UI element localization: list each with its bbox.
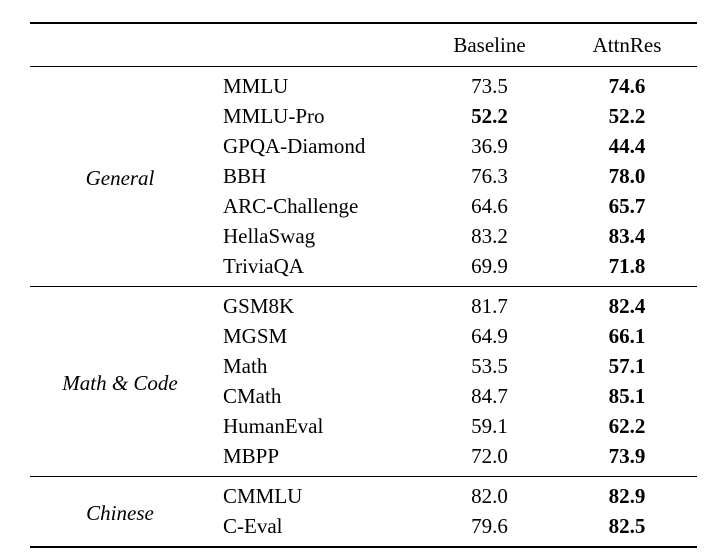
table-header: Baseline AttnRes — [30, 23, 697, 67]
attnres-value: 73.9 — [608, 443, 646, 468]
benchmark-name: HumanEval — [223, 413, 324, 438]
table-row: MMLU-Pro 52.2 52.2 — [30, 101, 697, 131]
table-row: TriviaQA 69.9 71.8 — [30, 251, 697, 287]
baseline-value: 73.5 — [471, 73, 508, 98]
category-label: General — [85, 166, 155, 190]
header-category — [30, 23, 210, 67]
attnres-value: 74.6 — [608, 73, 646, 98]
benchmark-results-table: Baseline AttnRes General MMLU 73.5 74.6 MMLU… — [30, 22, 697, 548]
table-row: HellaSwag 83.2 83.4 — [30, 221, 697, 251]
benchmark-name: HellaSwag — [223, 223, 316, 248]
header-row: Baseline AttnRes — [30, 23, 697, 67]
attnres-value: 82.4 — [557, 286, 697, 321]
header-attnres: AttnRes — [557, 23, 697, 67]
attnres-value: 71.8 — [608, 253, 646, 278]
attnres-value: 62.2 — [608, 413, 646, 438]
attnres-value: 52.2 — [608, 103, 646, 128]
baseline-value: 64.6 — [471, 193, 508, 218]
table-row: MGSM 64.9 66.1 — [30, 321, 697, 351]
table-row: C-Eval 79.6 82.5 — [30, 511, 697, 547]
baseline-value: 64.9 — [471, 323, 508, 348]
attnres-value: 57.1 — [608, 353, 646, 378]
category-label: Math & Code — [30, 286, 210, 477]
benchmark-name: C-Eval — [223, 513, 283, 538]
table-row: General MMLU 73.5 74.6 — [30, 67, 697, 191]
benchmark-name: CMMLU — [210, 476, 422, 511]
benchmark-name: TriviaQA — [223, 253, 304, 278]
baseline-value: 69.9 — [471, 253, 508, 278]
attnres-value: 65.7 — [608, 193, 646, 218]
baseline-value: 52.2 — [471, 103, 508, 128]
baseline-value: 76.3 — [471, 163, 508, 188]
table-row: ARC-Challenge 64.6 65.7 — [30, 191, 697, 221]
table-row: GPQA-Diamond 36.9 44.4 — [30, 131, 697, 161]
benchmark-name: BBH — [223, 163, 267, 188]
benchmark-name: Math — [223, 353, 268, 378]
table-row: Math 53.5 57.1 — [30, 351, 697, 381]
table-row: Chinese CMMLU 82.0 82.9 — [30, 476, 697, 547]
header-benchmark — [210, 23, 422, 67]
baseline-value: 36.9 — [471, 133, 508, 158]
attnres-value: 83.4 — [608, 223, 646, 248]
table-row: CMath 84.7 85.1 — [30, 381, 697, 411]
baseline-value: 79.6 — [471, 513, 508, 538]
header-baseline: Baseline — [422, 23, 557, 67]
baseline-value: 59.1 — [471, 413, 508, 438]
benchmark-name: MGSM — [223, 323, 288, 348]
attnres-value: 82.5 — [608, 513, 646, 538]
baseline-value: 82.0 — [422, 476, 557, 511]
attnres-value: 85.1 — [608, 383, 646, 408]
attnres-value: 82.9 — [557, 476, 697, 511]
benchmark-name: GSM8K — [210, 286, 422, 321]
baseline-value: 81.7 — [422, 286, 557, 321]
benchmark-name: ARC-Challenge — [223, 193, 359, 218]
benchmark-name: MMLU — [223, 73, 289, 98]
baseline-value: 84.7 — [471, 383, 508, 408]
table-row: MBPP 72.0 73.9 — [30, 441, 697, 477]
attnres-value: 44.4 — [608, 133, 646, 158]
baseline-value: 72.0 — [471, 443, 508, 468]
benchmark-name: GPQA-Diamond — [223, 133, 366, 158]
baseline-value: 53.5 — [471, 353, 508, 378]
table-body: General MMLU 73.5 74.6 MMLU-Pro 52.2 52.2 GPQA-… — [30, 67, 697, 547]
attnres-value: 66.1 — [608, 323, 646, 348]
table-row: HumanEval 59.1 62.2 — [30, 411, 697, 441]
benchmark-name: MMLU-Pro — [223, 103, 325, 128]
category-label: Chinese — [30, 476, 210, 547]
table-row: Math & Code GSM8K 81.7 82.4 — [30, 286, 697, 477]
benchmark-name: MBPP — [223, 443, 280, 468]
attnres-value: 78.0 — [608, 163, 646, 188]
table-row: BBH 76.3 78.0 — [30, 161, 697, 191]
benchmark-name: CMath — [223, 383, 282, 408]
baseline-value: 83.2 — [471, 223, 508, 248]
